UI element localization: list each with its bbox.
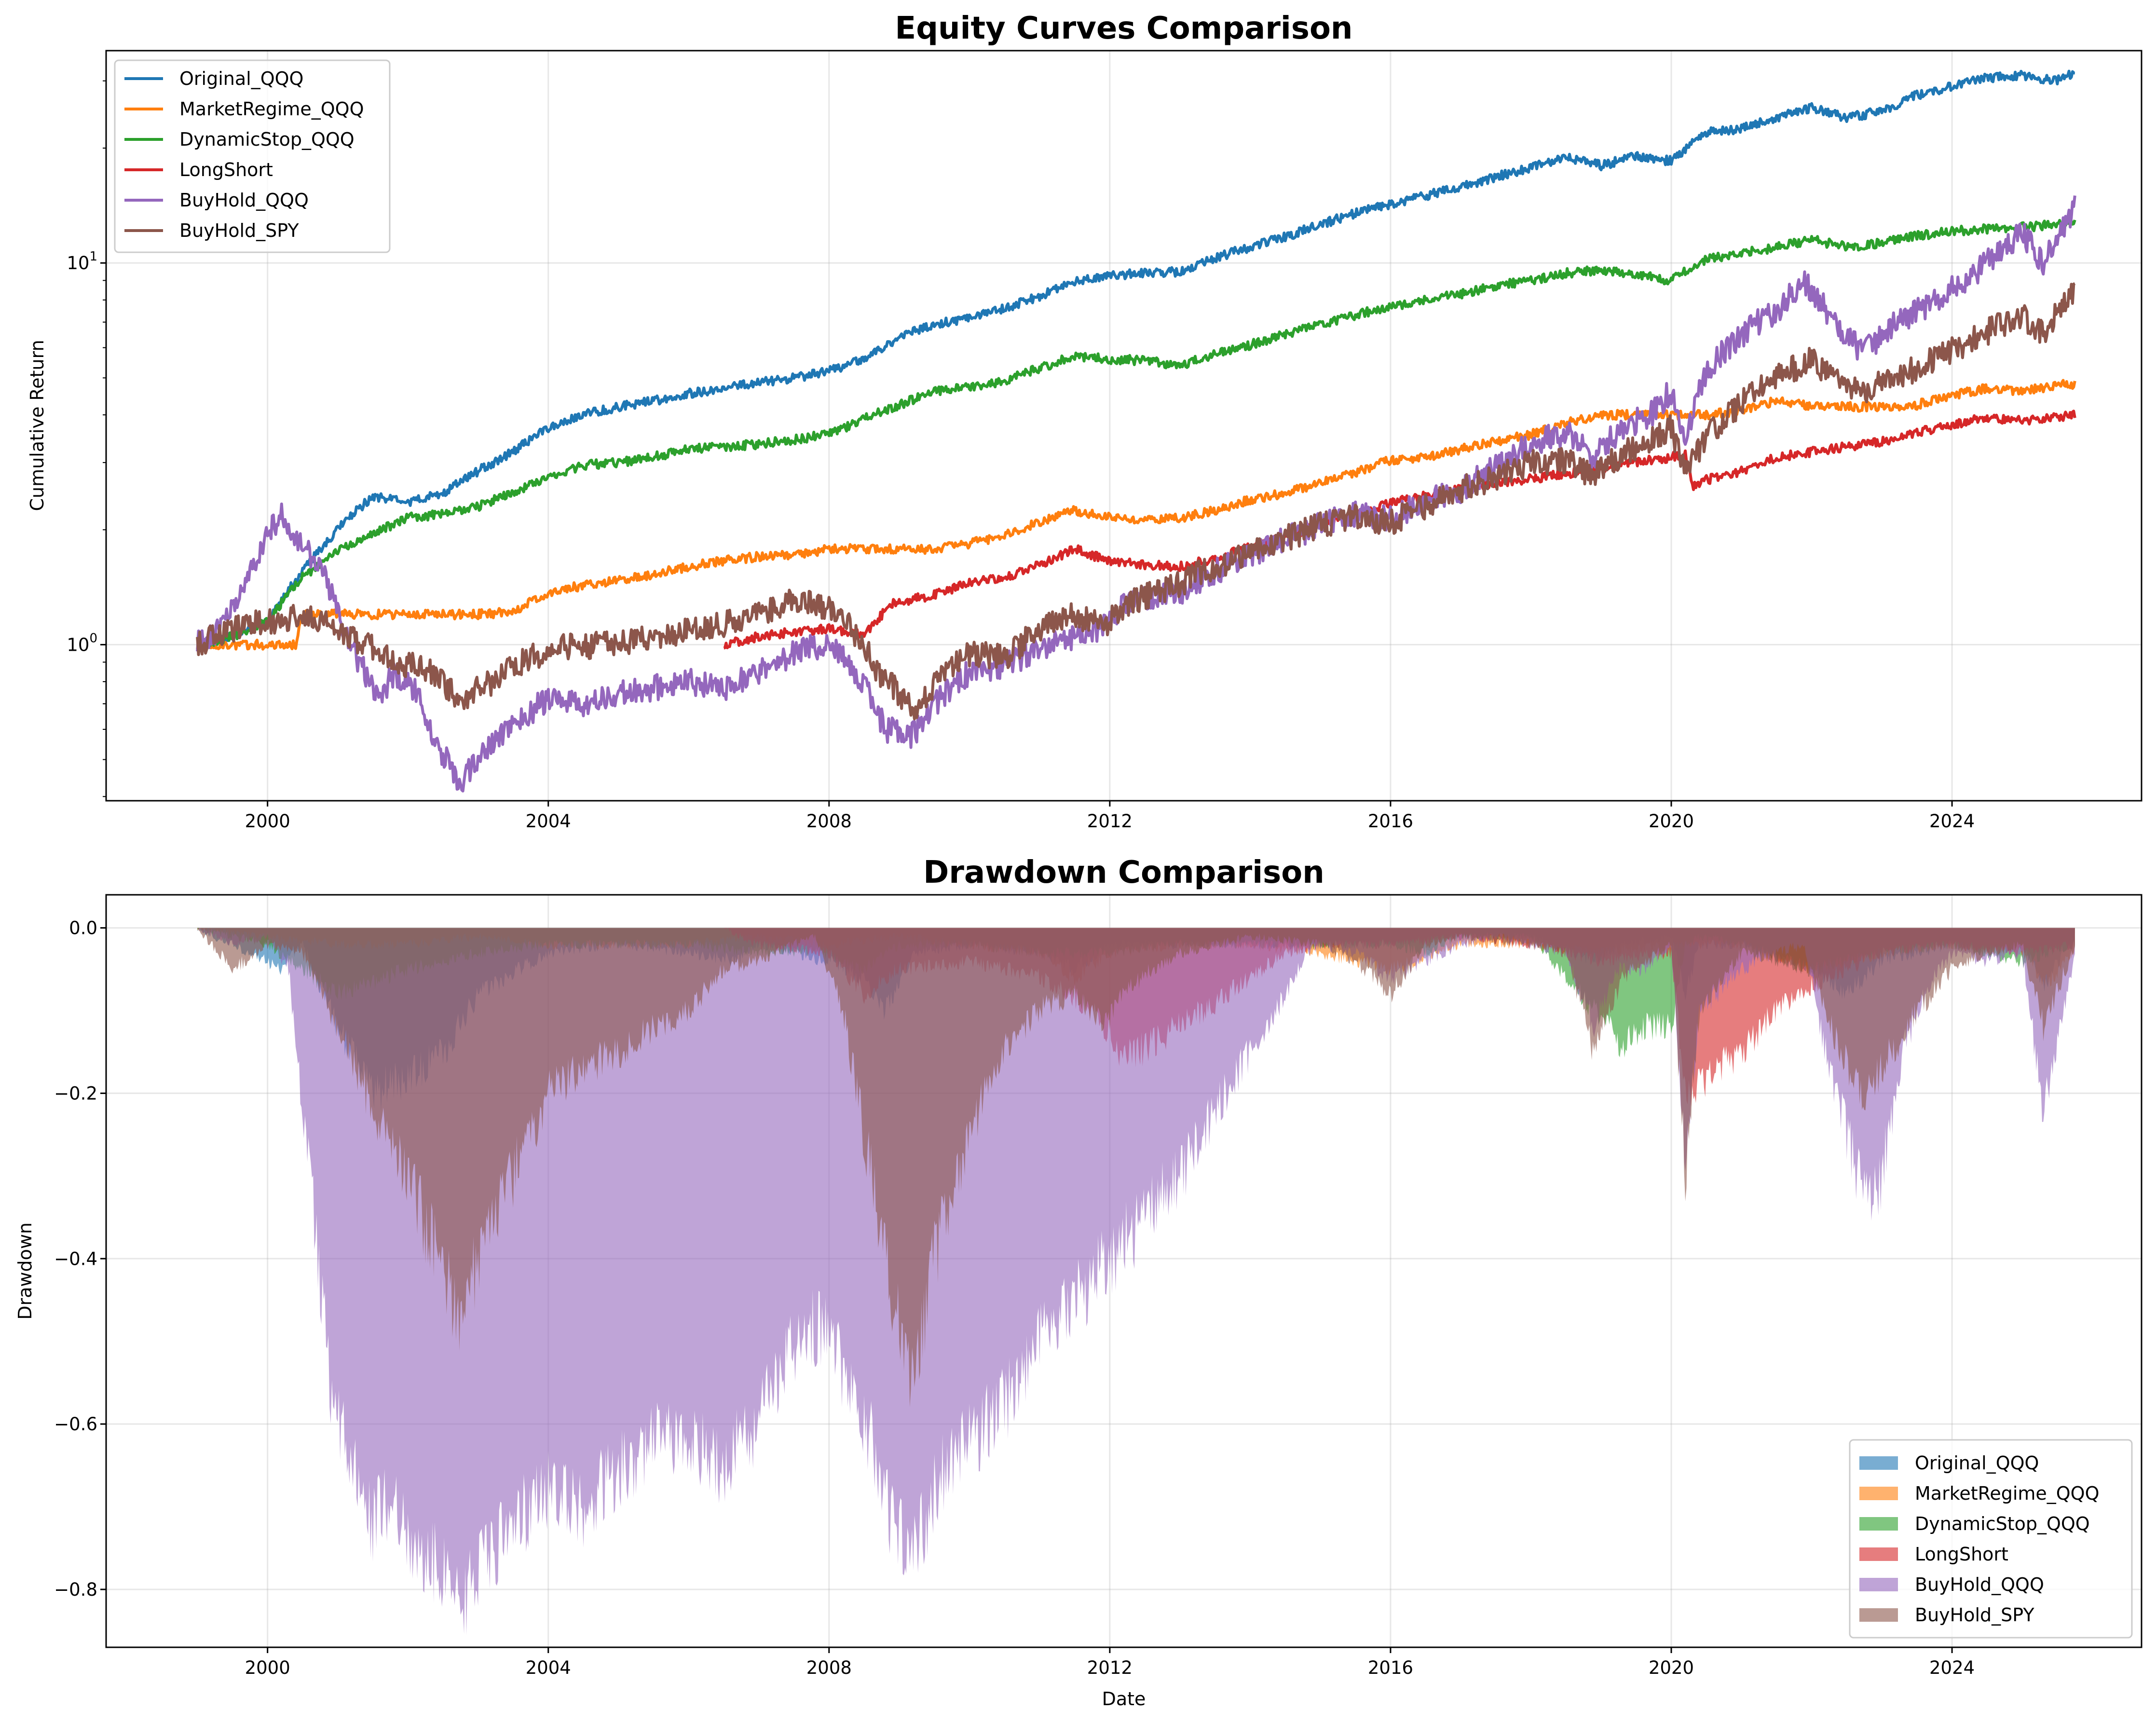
equity-line-original-qqq — [196, 69, 2075, 650]
drawdown-x-tick-label: 2004 — [526, 1657, 571, 1678]
equity-legend-label-original-qqq: Original_QQQ — [179, 68, 303, 89]
equity-line-marketregime-qqq — [196, 379, 2076, 651]
equity-x-tick-label: 2008 — [806, 811, 852, 832]
drawdown-legend-label-longshort: LongShort — [1915, 1544, 2008, 1565]
equity-legend-label-dynamicstop-qqq: DynamicStop_QQQ — [179, 129, 355, 150]
drawdown-legend-swatch-buyhold-spy — [1859, 1608, 1898, 1622]
equity-x-tick-label: 2016 — [1368, 811, 1413, 832]
equity-x-tick-label: 2024 — [1929, 811, 1975, 832]
drawdown-legend-label-dynamicstop-qqq: DynamicStop_QQQ — [1915, 1513, 2090, 1534]
drawdown-legend-swatch-dynamicstop-qqq — [1859, 1517, 1898, 1531]
drawdown-series-group — [197, 928, 2075, 1635]
drawdown-x-tick-label: 2016 — [1368, 1657, 1413, 1678]
equity-legend-label-marketregime-qqq: MarketRegime_QQQ — [179, 98, 364, 120]
drawdown-area-buyhold-spy — [197, 928, 2075, 1408]
equity-y-axis-label: Cumulative Return — [27, 340, 48, 511]
drawdown-legend-label-marketregime-qqq: MarketRegime_QQQ — [1915, 1483, 2100, 1504]
equity-y-tick-exponent: 0 — [89, 631, 97, 645]
drawdown-chart-title: Drawdown Comparison — [923, 855, 1324, 890]
drawdown-legend-label-buyhold-qqq: BuyHold_QQQ — [1915, 1574, 2044, 1595]
drawdown-area-buyhold-qqq — [197, 928, 2075, 1635]
equity-chart-title: Equity Curves Comparison — [895, 11, 1353, 46]
drawdown-y-tick-label: −0.2 — [54, 1083, 97, 1104]
drawdown-x-tick-label: 2024 — [1929, 1657, 1975, 1678]
equity-legend-label-longshort: LongShort — [179, 159, 273, 180]
drawdown-y-ticks: 0.0 −0.2 −0.4 −0.6 −0.8 — [54, 918, 106, 1600]
drawdown-y-tick-label: −0.4 — [54, 1248, 97, 1269]
drawdown-y-tick-label: 0.0 — [69, 918, 97, 939]
drawdown-x-tick-label: 2020 — [1649, 1657, 1694, 1678]
drawdown-x-axis-label: Date — [1102, 1688, 1146, 1710]
drawdown-legend-swatch-original-qqq — [1859, 1456, 1898, 1470]
equity-line-buyhold-spy — [196, 282, 2076, 721]
equity-y-tick-label: 100 — [67, 631, 97, 655]
equity-legend: Original_QQQ MarketRegime_QQQ DynamicStop_… — [114, 59, 391, 253]
equity-legend-label-buyhold-qqq: BuyHold_QQQ — [179, 190, 309, 211]
equity-plot-frame — [105, 50, 2142, 802]
drawdown-y-tick-label: −0.6 — [54, 1414, 97, 1435]
drawdown-chart: Drawdown Comparison 2000 2004 2008 2012 2016… — [14, 855, 2142, 1710]
equity-line-longshort — [723, 410, 2076, 650]
drawdown-legend-swatch-marketregime-qqq — [1859, 1487, 1898, 1500]
drawdown-legend-label-buyhold-spy: BuyHold_SPY — [1915, 1604, 2034, 1626]
drawdown-legend-label-original-qqq: Original_QQQ — [1915, 1452, 2039, 1474]
drawdown-y-axis-label: Drawdown — [14, 1222, 36, 1320]
equity-legend-label-buyhold-spy: BuyHold_SPY — [179, 220, 299, 241]
drawdown-y-tick-label: −0.8 — [54, 1579, 97, 1600]
drawdown-x-ticks: 2000 2004 2008 2012 2016 2020 2024 — [245, 1647, 1975, 1678]
equity-x-tick-label: 2004 — [526, 811, 571, 832]
equity-y-tick-base: 10 — [67, 634, 89, 655]
drawdown-plot-frame — [105, 894, 2142, 1648]
equity-chart: Equity Curves Comparison 2000 2004 2008 201… — [27, 11, 2142, 832]
equity-x-tick-label: 2012 — [1087, 811, 1133, 832]
drawdown-x-tick-label: 2008 — [806, 1657, 852, 1678]
equity-legend-frame — [114, 59, 391, 253]
drawdown-legend-swatch-buyhold-qqq — [1859, 1578, 1898, 1591]
equity-line-dynamicstop-qqq — [196, 219, 2076, 648]
equity-y-tick-label: 101 — [67, 249, 97, 274]
drawdown-legend: Original_QQQ MarketRegime_QQQ DynamicStop_… — [1849, 1439, 2133, 1639]
drawdown-legend-frame — [1849, 1439, 2133, 1639]
drawdown-x-tick-label: 2000 — [245, 1657, 290, 1678]
drawdown-legend-swatch-longshort — [1859, 1547, 1898, 1561]
drawdown-x-tick-label: 2012 — [1087, 1657, 1133, 1678]
equity-series-group — [196, 69, 2076, 793]
equity-x-tick-label: 2000 — [245, 811, 290, 832]
equity-x-ticks: 2000 2004 2008 2012 2016 2020 2024 — [245, 801, 1975, 832]
equity-y-tick-exponent: 1 — [89, 249, 97, 264]
equity-x-tick-label: 2020 — [1649, 811, 1694, 832]
equity-y-tick-base: 10 — [67, 253, 89, 274]
